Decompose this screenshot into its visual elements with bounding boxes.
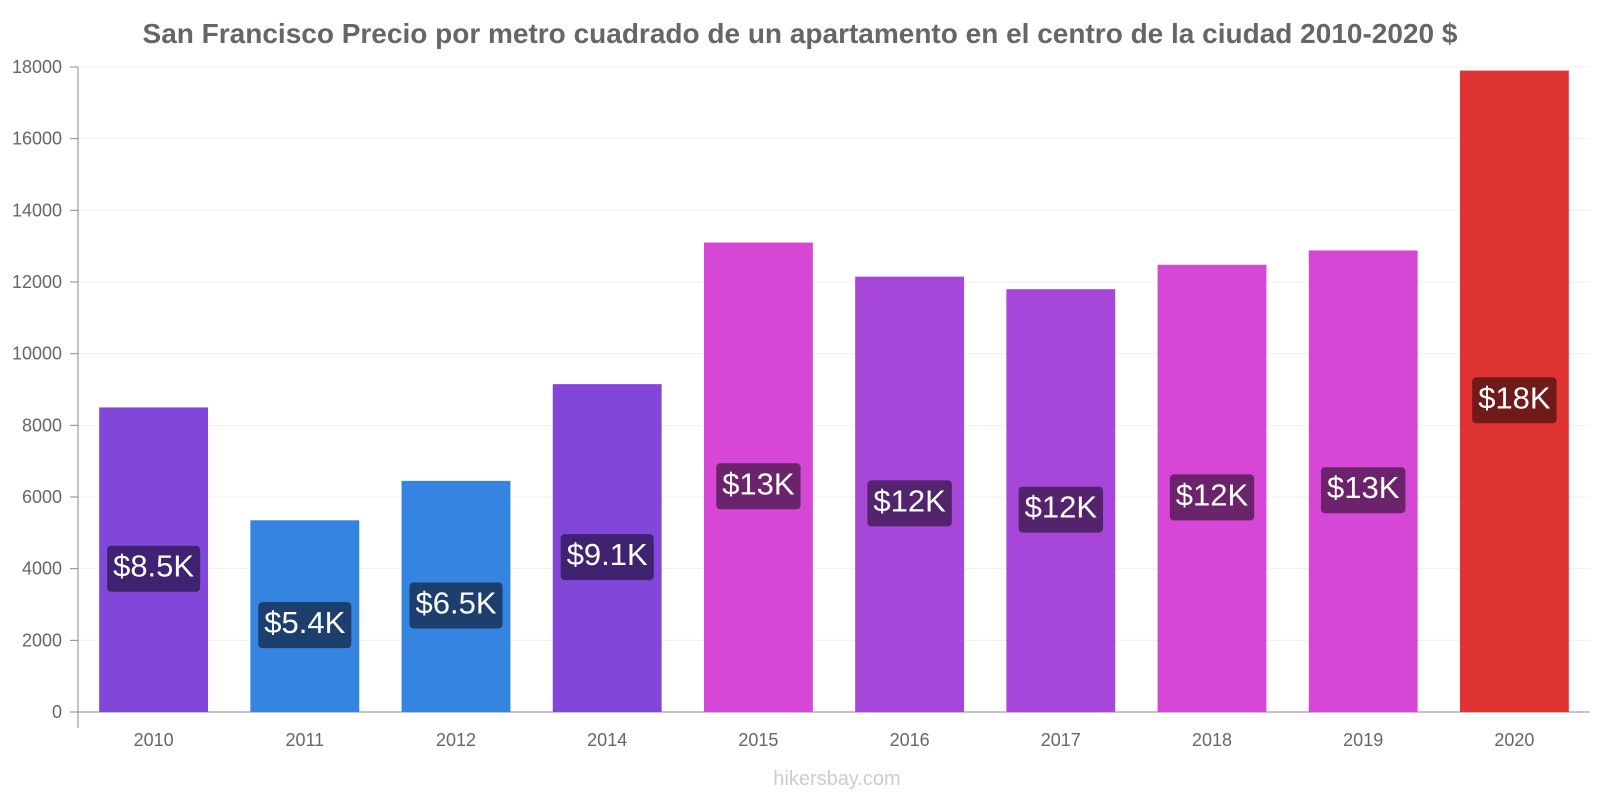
data-label-text: $13K bbox=[722, 466, 795, 501]
y-tick-label: 6000 bbox=[22, 487, 62, 507]
x-tick-label: 2011 bbox=[285, 730, 324, 750]
data-label-badge bbox=[107, 545, 201, 592]
x-tick-label: 2014 bbox=[587, 730, 627, 750]
data-label-2018: $12K bbox=[1169, 474, 1255, 521]
y-tick-label: 16000 bbox=[12, 129, 62, 149]
x-tick-label: 2017 bbox=[1041, 730, 1081, 750]
data-label-badge bbox=[1169, 474, 1255, 521]
x-tick-label: 2018 bbox=[1192, 730, 1232, 750]
y-tick-label: 12000 bbox=[12, 272, 62, 292]
data-label-text: $12K bbox=[1025, 490, 1098, 525]
data-label-badge bbox=[1472, 377, 1557, 424]
y-tick-label: 8000 bbox=[22, 415, 62, 435]
x-tick-label: 2019 bbox=[1343, 730, 1383, 750]
watermark: hikersbay.com bbox=[773, 768, 900, 790]
data-label-badge bbox=[409, 582, 503, 629]
y-tick-label: 10000 bbox=[12, 344, 62, 364]
data-label-badge bbox=[1018, 486, 1104, 533]
data-label-2014: $9.1K bbox=[560, 534, 654, 581]
data-label-text: $13K bbox=[1327, 470, 1400, 505]
y-tick-label: 14000 bbox=[12, 200, 62, 220]
data-label-text: $8.5K bbox=[113, 549, 194, 584]
data-label-2011: $5.4K bbox=[258, 602, 352, 649]
data-labels: $8.5K $5.4K $6.5K $9.1K $13K $12K $12K $12K $13K… bbox=[107, 377, 1557, 649]
data-label-2016: $12K bbox=[867, 480, 952, 527]
data-label-text: $12K bbox=[1176, 477, 1249, 512]
x-tick-label: 2015 bbox=[738, 730, 778, 750]
y-tick-label: 2000 bbox=[22, 630, 62, 650]
data-label-text: $5.4K bbox=[264, 605, 345, 640]
data-label-text: $18K bbox=[1478, 380, 1551, 415]
data-label-2019: $13K bbox=[1320, 467, 1406, 514]
data-label-badge bbox=[867, 480, 952, 527]
y-tick-label: 0 bbox=[52, 702, 62, 722]
x-tick-label: 2010 bbox=[134, 730, 174, 750]
data-label-2015: $13K bbox=[716, 463, 801, 510]
data-label-text: $6.5K bbox=[415, 585, 496, 620]
data-label-badge bbox=[1320, 467, 1406, 514]
data-label-badge bbox=[560, 534, 654, 581]
x-tick-label: 2020 bbox=[1494, 730, 1534, 750]
axes: 0 2000 4000 6000 8000 10000 12000 14000 16000 180… bbox=[12, 57, 1590, 750]
data-label-2020: $18K bbox=[1472, 377, 1557, 424]
data-label-2017: $12K bbox=[1018, 486, 1104, 533]
data-label-2012: $6.5K bbox=[409, 582, 503, 629]
x-tick-label: 2012 bbox=[436, 730, 476, 750]
data-label-text: $9.1K bbox=[567, 537, 648, 572]
data-label-text: $12K bbox=[873, 483, 946, 518]
data-label-badge bbox=[716, 463, 801, 510]
data-label-badge bbox=[258, 602, 352, 649]
chart-title: San Francisco Precio por metro cuadrado … bbox=[143, 18, 1458, 49]
x-tick-label: 2016 bbox=[890, 730, 930, 750]
data-label-2010: $8.5K bbox=[107, 545, 201, 592]
y-tick-label: 4000 bbox=[22, 559, 62, 579]
y-tick-label: 18000 bbox=[12, 57, 62, 77]
